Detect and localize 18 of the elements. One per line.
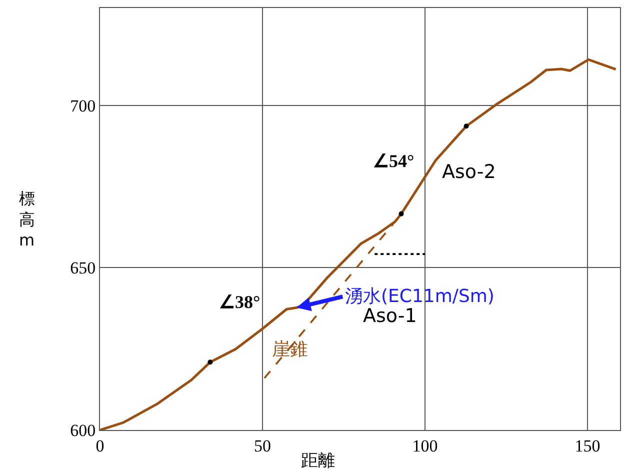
x-tick-label: 100 bbox=[412, 436, 438, 456]
y-tick-label: 650 bbox=[70, 258, 96, 278]
annotation: ∠54° bbox=[373, 151, 414, 171]
point bbox=[398, 211, 404, 216]
x-tick-label: 50 bbox=[254, 436, 271, 456]
x-axis-title: 距離 bbox=[301, 451, 335, 471]
y-axis-title: 標高m bbox=[19, 189, 35, 250]
point bbox=[464, 124, 469, 129]
line-series bbox=[100, 58, 618, 430]
annotation: Aso-1 bbox=[363, 305, 417, 327]
point bbox=[208, 360, 213, 365]
annotation: Aso-2 bbox=[442, 161, 496, 183]
y-tick-label: 700 bbox=[70, 96, 96, 116]
y-tick-label: 600 bbox=[70, 420, 96, 440]
x-tick-label: 0 bbox=[96, 436, 104, 456]
x-tick-label: 150 bbox=[574, 436, 600, 456]
annotation: 崖錐 bbox=[272, 339, 308, 360]
annotation: ∠38° bbox=[219, 292, 260, 312]
